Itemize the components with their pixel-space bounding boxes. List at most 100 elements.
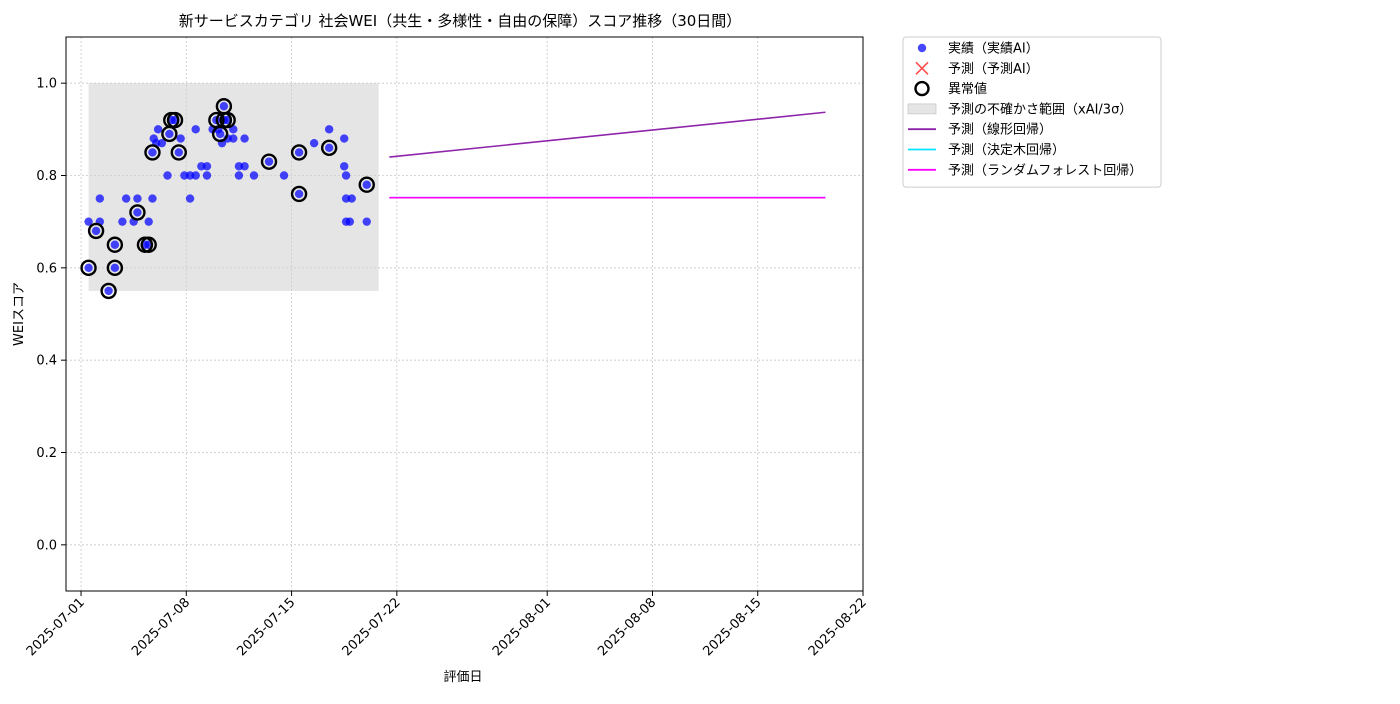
actual-point xyxy=(191,171,200,180)
anomaly-point xyxy=(106,259,124,277)
actual-point xyxy=(362,180,371,189)
y-axis-label: WEIスコア xyxy=(12,282,27,346)
actual-point xyxy=(339,134,349,143)
actual-point xyxy=(165,129,174,139)
actual-point xyxy=(148,194,157,203)
actual-point xyxy=(339,162,349,171)
actual-point xyxy=(202,162,212,171)
legend-label: 実績（実績AI） xyxy=(948,41,1039,57)
x-axis-label: 評価日 xyxy=(443,670,482,685)
anomaly-point xyxy=(140,236,157,253)
legend-label: 異常値 xyxy=(948,81,987,97)
legend-label: 予測（ランダムフォレスト回帰） xyxy=(948,162,1142,178)
uncertainty-band xyxy=(88,83,379,291)
actual-point xyxy=(240,134,249,143)
actual-point xyxy=(229,134,238,143)
forecast-lines-layer xyxy=(389,111,826,199)
anomaly-point xyxy=(290,144,308,161)
legend-swatch-anomaly xyxy=(914,80,930,97)
actual-point xyxy=(202,171,212,180)
actual-point xyxy=(118,217,127,226)
actual-point xyxy=(110,263,120,273)
actual-point xyxy=(148,148,157,157)
y-tick-label: 1.0 xyxy=(36,77,57,92)
x-tick-label: 2025-08-15 xyxy=(701,595,765,659)
x-axis: 2025-07-01 2025-07-08 2025-07-15 2025-07-22… xyxy=(24,591,870,659)
actual-point xyxy=(84,263,93,273)
y-tick-label: 0.8 xyxy=(36,169,57,184)
legend-swatch-band xyxy=(907,103,937,115)
actual-point xyxy=(133,194,142,203)
x-tick-label: 2025-08-01 xyxy=(490,595,554,659)
legend-label: 予測（決定木回帰） xyxy=(948,142,1065,158)
uncertainty-band-layer xyxy=(88,83,379,291)
actual-point xyxy=(309,138,319,148)
actual-point xyxy=(240,162,249,171)
actual-point xyxy=(153,125,163,134)
actual-point xyxy=(249,171,259,180)
anomaly-point xyxy=(219,111,236,129)
anomaly-point xyxy=(260,153,278,170)
anomaly-point xyxy=(144,144,161,161)
actual-point xyxy=(133,208,142,217)
anomaly-point xyxy=(358,176,375,193)
actual-point xyxy=(185,194,195,203)
legend-label: 予測の不確かさ範囲（xAI/3σ） xyxy=(948,101,1132,117)
actual-point xyxy=(157,138,167,148)
anomaly-point xyxy=(87,222,105,240)
anomaly-point xyxy=(170,144,187,161)
actual-point xyxy=(95,194,105,203)
anomaly-point xyxy=(100,282,117,300)
actual-point xyxy=(144,217,153,226)
y-tick-label: 0.6 xyxy=(36,261,57,276)
x-tick-label: 2025-08-08 xyxy=(595,595,659,659)
actual-point xyxy=(234,171,244,180)
x-tick-label: 2025-07-01 xyxy=(24,595,88,659)
forecast-line xyxy=(389,111,826,158)
actual-point xyxy=(294,148,304,157)
actual-point xyxy=(110,240,120,249)
actual-point xyxy=(121,194,131,203)
actual-point xyxy=(84,217,93,226)
actual-point xyxy=(294,189,304,199)
anomaly-point xyxy=(290,185,308,203)
actual-point xyxy=(347,194,356,203)
plot-frame xyxy=(65,36,864,592)
actual-point xyxy=(174,148,183,157)
anomaly-point xyxy=(129,204,146,221)
x-tick-label: 2025-07-22 xyxy=(340,595,404,659)
anomaly-point xyxy=(106,236,124,253)
anomaly-point xyxy=(166,111,184,129)
actual-point xyxy=(324,143,334,152)
x-tick-label: 2025-08-22 xyxy=(806,595,870,659)
y-tick-label: 0.0 xyxy=(36,538,57,553)
legend-label: 予測（線形回帰） xyxy=(948,122,1052,138)
y-tick-label: 0.2 xyxy=(36,446,57,461)
anomaly-point xyxy=(320,139,338,157)
x-tick-label: 2025-07-08 xyxy=(129,595,193,659)
x-tick-label: 2025-07-15 xyxy=(234,595,298,659)
actual-point xyxy=(163,171,172,180)
legend-label: 予測（予測AI） xyxy=(948,62,1039,77)
actual-point xyxy=(176,134,185,143)
anomaly-rings-layer xyxy=(80,98,375,300)
actual-point xyxy=(345,217,355,226)
actual-point xyxy=(215,129,225,139)
actual-point xyxy=(191,125,200,134)
y-tick-label: 0.4 xyxy=(36,354,57,369)
actual-point xyxy=(279,171,289,180)
actual-point xyxy=(264,157,274,166)
actual-point xyxy=(324,125,334,134)
chart-title: 新サービスカテゴリ 社会WEI（共生・多様性・自由の保障）スコア推移（30日間） xyxy=(179,12,742,30)
actual-point xyxy=(219,102,229,111)
actual-point xyxy=(341,171,351,180)
actual-point xyxy=(91,226,101,236)
legend-box xyxy=(902,36,1162,188)
actual-point xyxy=(362,217,371,226)
y-axis: 0.0 0.2 0.4 0.6 0.8 1.0 xyxy=(36,77,66,553)
anomaly-point xyxy=(80,259,97,277)
legend-swatch-forecast xyxy=(915,61,929,75)
actual-point xyxy=(104,286,113,296)
